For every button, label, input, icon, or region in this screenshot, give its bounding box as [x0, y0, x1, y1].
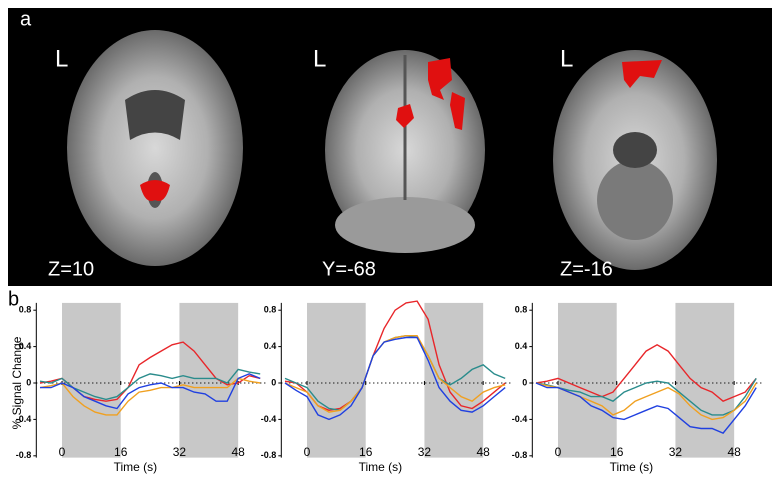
slice-coordinate: Y=-68 — [322, 258, 376, 280]
y-tick-label: -0.4 — [512, 414, 528, 424]
x-tick-label: 48 — [231, 445, 245, 459]
x-tick-label: 32 — [669, 445, 683, 459]
y-tick-label: 0 — [271, 377, 276, 387]
stimulus-block — [675, 303, 734, 458]
x-tick-label: 32 — [418, 445, 432, 459]
x-tick-label: 16 — [610, 445, 624, 459]
stimulus-block — [424, 303, 483, 458]
y-tick-label: 0.8 — [515, 305, 528, 315]
side-label: L — [560, 45, 573, 72]
x-tick-label: 0 — [59, 445, 66, 459]
panel-label: a — [20, 8, 32, 30]
stimulus-block — [62, 303, 121, 458]
panel-label: b — [8, 288, 19, 310]
stimulus-block — [307, 303, 366, 458]
y-axis-label: % Signal Change — [10, 336, 24, 429]
x-tick-label: 48 — [476, 445, 490, 459]
y-tick-label: 0.8 — [19, 305, 32, 315]
x-axis-label: Time (s) — [114, 460, 158, 474]
y-tick-label: 0.4 — [264, 341, 277, 351]
y-tick-label: 0.4 — [515, 341, 528, 351]
y-tick-label: 0 — [26, 377, 31, 387]
x-tick-label: 0 — [555, 445, 562, 459]
brain-slice-3 — [553, 50, 717, 270]
brain-slice-2 — [325, 50, 485, 253]
x-tick-label: 16 — [114, 445, 128, 459]
x-axis-label: Time (s) — [359, 460, 403, 474]
y-tick-label: -0.4 — [261, 414, 277, 424]
slice-coordinate: Z=-16 — [560, 258, 613, 280]
y-tick-label: 0.8 — [264, 305, 277, 315]
stimulus-block — [558, 303, 617, 458]
y-tick-label: -0.8 — [261, 450, 277, 460]
x-tick-label: 48 — [727, 445, 741, 459]
x-tick-label: 32 — [173, 445, 187, 459]
brain-slice-1 — [67, 30, 243, 266]
x-axis-label: Time (s) — [610, 460, 654, 474]
x-tick-label: 16 — [359, 445, 373, 459]
figure: a L L L Z=10 Y=-68 Z=-16 b -0.8 -0.4 0 0.4 0… — [0, 0, 772, 479]
y-tick-label: -0.8 — [512, 450, 528, 460]
y-tick-label: 0 — [522, 377, 527, 387]
x-tick-label: 0 — [304, 445, 311, 459]
side-label: L — [55, 45, 68, 72]
side-label: L — [313, 45, 326, 72]
y-tick-label: -0.8 — [16, 450, 32, 460]
slice-coordinate: Z=10 — [48, 258, 94, 280]
